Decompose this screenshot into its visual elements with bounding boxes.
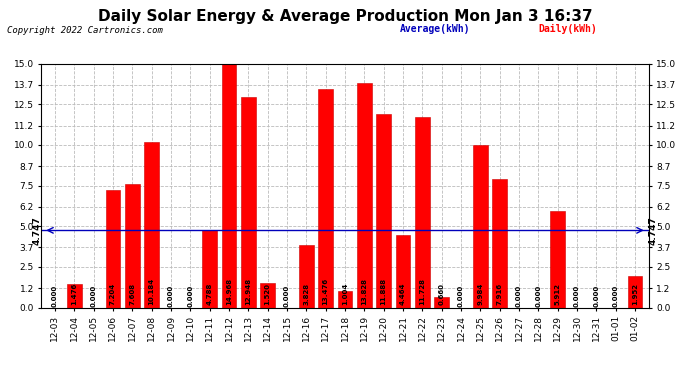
Text: 0.660: 0.660 — [439, 283, 444, 305]
Bar — [435, 297, 449, 307]
Bar — [241, 97, 255, 308]
Text: 0.000: 0.000 — [535, 284, 542, 307]
Text: 1.004: 1.004 — [342, 283, 348, 305]
Text: 13.476: 13.476 — [323, 278, 328, 305]
Bar — [299, 245, 313, 308]
Text: 4.788: 4.788 — [206, 283, 213, 305]
Text: Daily(kWh): Daily(kWh) — [538, 24, 597, 34]
Bar — [202, 230, 217, 308]
Text: 11.888: 11.888 — [381, 278, 386, 305]
Text: 0.000: 0.000 — [284, 284, 290, 307]
Bar — [493, 179, 507, 308]
Bar — [396, 235, 411, 308]
Bar — [260, 283, 275, 308]
Bar — [318, 88, 333, 308]
Text: 0.000: 0.000 — [187, 284, 193, 307]
Text: Daily Solar Energy & Average Production Mon Jan 3 16:37: Daily Solar Energy & Average Production … — [98, 9, 592, 24]
Text: 1.520: 1.520 — [265, 283, 270, 305]
Text: 0.000: 0.000 — [593, 284, 600, 307]
Text: 4.747: 4.747 — [32, 216, 41, 245]
Bar — [144, 142, 159, 308]
Bar — [473, 145, 488, 308]
Text: 14.968: 14.968 — [226, 278, 232, 305]
Text: 1.476: 1.476 — [71, 283, 77, 305]
Text: 0.000: 0.000 — [90, 284, 97, 307]
Text: Average(kWh): Average(kWh) — [400, 24, 471, 34]
Bar — [125, 184, 139, 308]
Text: 13.828: 13.828 — [362, 278, 367, 305]
Text: 5.912: 5.912 — [555, 283, 561, 305]
Bar — [628, 276, 642, 308]
Text: 7.204: 7.204 — [110, 283, 116, 305]
Text: 4.747: 4.747 — [649, 216, 658, 245]
Text: 0.000: 0.000 — [168, 284, 174, 307]
Text: 1.952: 1.952 — [632, 283, 638, 305]
Text: 3.828: 3.828 — [304, 283, 309, 305]
Text: 4.464: 4.464 — [400, 283, 406, 305]
Text: 11.728: 11.728 — [420, 278, 425, 305]
Text: 12.948: 12.948 — [246, 278, 251, 305]
Text: 7.608: 7.608 — [129, 283, 135, 305]
Text: 7.916: 7.916 — [497, 283, 503, 305]
Text: 0.000: 0.000 — [613, 284, 619, 307]
Bar — [377, 114, 391, 308]
Text: 0.000: 0.000 — [574, 284, 580, 307]
Text: 0.000: 0.000 — [458, 284, 464, 307]
Bar — [337, 291, 353, 308]
Bar — [67, 284, 81, 308]
Text: 10.184: 10.184 — [148, 278, 155, 305]
Bar — [106, 190, 120, 308]
Text: 0.000: 0.000 — [52, 284, 58, 307]
Bar — [221, 64, 236, 308]
Bar — [415, 117, 430, 308]
Bar — [357, 83, 372, 308]
Text: 0.000: 0.000 — [516, 284, 522, 307]
Text: 9.984: 9.984 — [477, 283, 484, 305]
Text: Copyright 2022 Cartronics.com: Copyright 2022 Cartronics.com — [7, 26, 163, 35]
Bar — [551, 211, 565, 308]
